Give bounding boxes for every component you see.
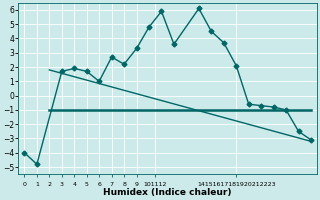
X-axis label: Humidex (Indice chaleur): Humidex (Indice chaleur) <box>103 188 232 197</box>
